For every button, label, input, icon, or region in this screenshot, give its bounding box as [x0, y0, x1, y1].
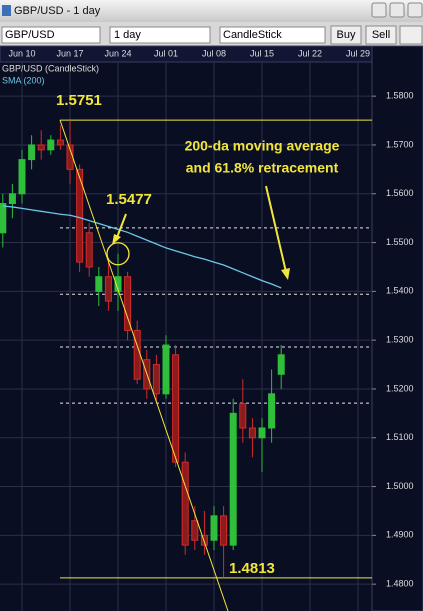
candle-body [104, 276, 112, 302]
tools-button[interactable] [399, 25, 423, 45]
legend-entry: SMA (200) [2, 75, 45, 85]
buy-text: Buy [337, 29, 356, 41]
candle-body [133, 329, 141, 380]
candle-body [248, 427, 256, 439]
x-tick-label: Jul 15 [250, 48, 274, 58]
candle-body [47, 139, 55, 151]
y-tick-label: 1.5100 [386, 432, 414, 442]
sell-text: Sell [372, 29, 390, 41]
y-tick-label: 1.4900 [386, 530, 414, 540]
candle-body [152, 364, 160, 395]
y-tick-label: 1.5700 [386, 139, 414, 149]
candle-body [191, 520, 199, 541]
trend-line [59, 119, 229, 611]
plot-area: 1.5751 1.5477 1.4813 200-da moving average a… [0, 62, 372, 611]
candle-body [258, 427, 266, 439]
title-bar [0, 0, 423, 22]
legend-entry: GBP/USD (CandleStick) [2, 63, 99, 73]
x-tick-label: Jul 01 [154, 48, 178, 58]
y-tick-label: 1.5500 [386, 237, 414, 247]
candle-body [56, 139, 64, 146]
y-tick-label: 1.4800 [386, 579, 414, 589]
candle-body [220, 515, 228, 546]
y-tick-label: 1.5300 [386, 335, 414, 345]
highlight-circle [106, 242, 130, 266]
candle-body [95, 276, 103, 292]
x-tick-label: Jul 22 [298, 48, 322, 58]
interval-field[interactable] [109, 26, 211, 44]
candle-body [85, 232, 93, 268]
price-axis [371, 45, 423, 611]
arrowhead [281, 268, 290, 280]
symbol-field[interactable] [1, 26, 101, 44]
price-annotation: 1.5751 [56, 92, 102, 109]
candle-body [239, 403, 247, 429]
y-tick-label: 1.5000 [386, 481, 414, 491]
candle-body [229, 412, 237, 546]
candle-body [114, 276, 122, 292]
window-title: GBP/USD - 1 day [14, 5, 101, 17]
x-tick-label: Jun 10 [8, 48, 35, 58]
candle-body [0, 203, 7, 234]
y-tick-label: 1.5200 [386, 383, 414, 393]
buy-button[interactable] [330, 25, 362, 45]
candle-body [162, 344, 170, 395]
price-annotation: 1.5477 [106, 191, 152, 208]
interval-text: 1 day [114, 29, 141, 41]
close-button[interactable] [407, 2, 423, 18]
style-text: CandleStick [223, 29, 282, 41]
y-tick-label: 1.5400 [386, 286, 414, 296]
x-tick-label: Jun 24 [104, 48, 131, 58]
style-field[interactable] [219, 26, 326, 44]
candle-body [28, 144, 36, 161]
candle-body [172, 354, 180, 463]
candle-body [8, 193, 16, 205]
candle-body [37, 144, 45, 151]
candle-body [18, 159, 26, 195]
x-tick-label: Jul 29 [346, 48, 370, 58]
candle-body [181, 461, 189, 546]
arrowhead [112, 234, 121, 245]
y-tick-label: 1.5600 [386, 188, 414, 198]
x-tick-label: Jun 17 [56, 48, 83, 58]
note: 200-da moving average [185, 138, 340, 154]
candle-body [268, 393, 276, 429]
sma-line [2, 205, 282, 289]
minimize-button[interactable] [371, 2, 387, 18]
candle-body [277, 354, 285, 375]
note: and 61.8% retracement [186, 160, 339, 176]
candle-body [124, 276, 132, 331]
price-annotation: 1.4813 [229, 560, 275, 577]
maximize-button[interactable] [389, 2, 405, 18]
x-tick-label: Jul 08 [202, 48, 226, 58]
window-icon [2, 5, 11, 16]
sell-button[interactable] [365, 25, 397, 45]
candle-body [210, 515, 218, 541]
arrow [265, 185, 287, 273]
candle-body [76, 168, 84, 263]
symbol-text: GBP/USD [5, 29, 55, 41]
y-tick-label: 1.5800 [386, 91, 414, 101]
candle-body [200, 534, 208, 546]
